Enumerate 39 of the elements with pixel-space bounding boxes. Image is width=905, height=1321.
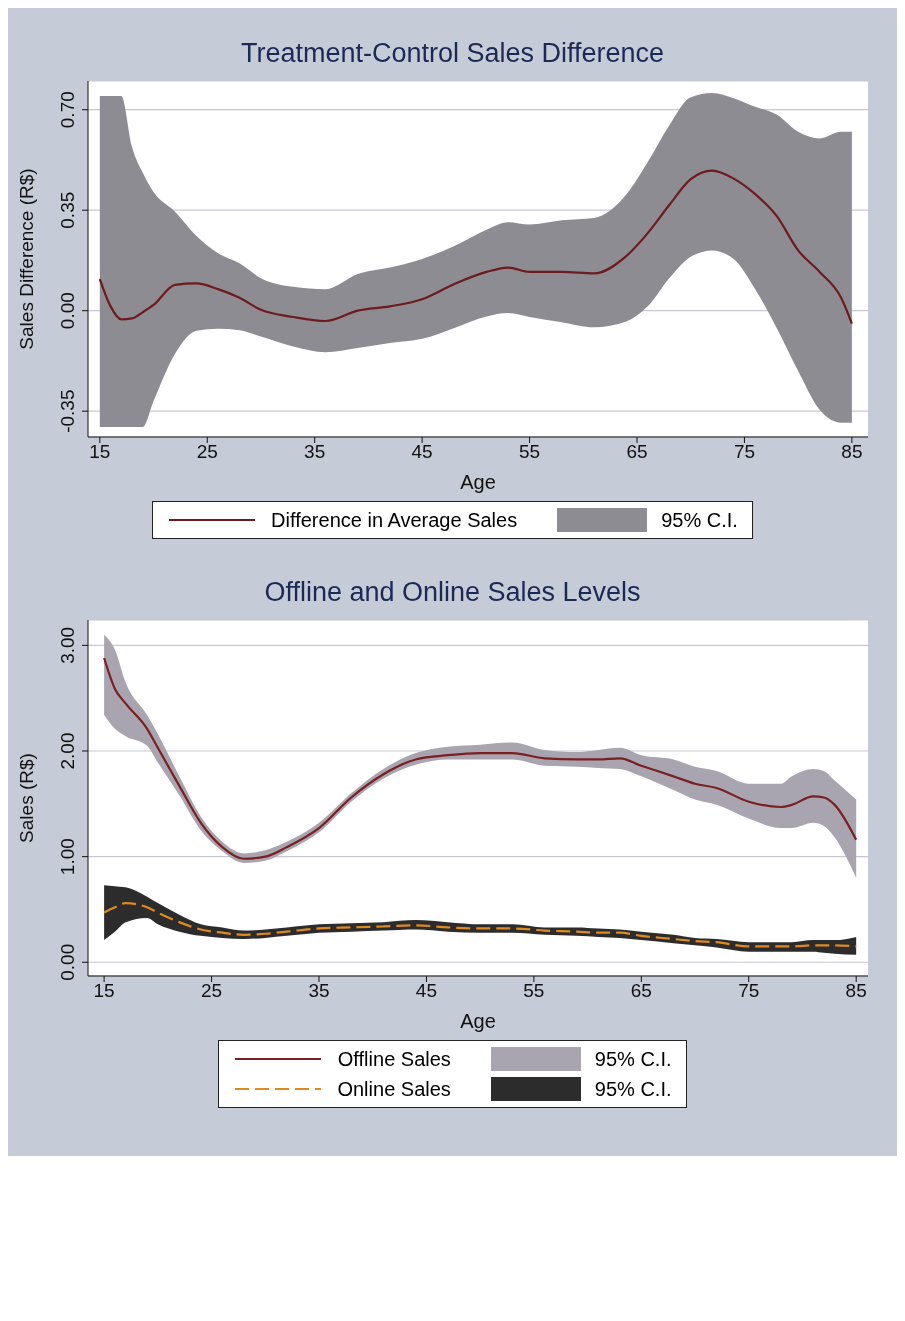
line-series	[98, 169, 853, 325]
y-tick-label: 3.00	[56, 626, 78, 664]
x-tick-label: 35	[307, 980, 330, 1002]
x-tick-label: 55	[522, 980, 544, 1002]
x-tick-label: 25	[196, 441, 218, 463]
legend-label: 95% C.I.	[661, 508, 738, 532]
x-tick-label: 85	[845, 980, 867, 1002]
legend-label: 95% C.I.	[594, 1047, 672, 1071]
x-axis-title: Age	[459, 1010, 496, 1032]
x-tick-label: 45	[411, 441, 433, 463]
x-tick-label: 75	[733, 441, 755, 463]
x-tick-label: 85	[840, 441, 862, 463]
y-tick-label: 1.00	[56, 838, 78, 876]
x-tick-label: 65	[625, 441, 648, 463]
y-axis-title: Sales (R$)	[15, 753, 37, 843]
legend-label: 95% C.I.	[594, 1077, 672, 1101]
x-tick-label: 35	[303, 441, 325, 463]
legend-label: Offline Sales	[337, 1047, 451, 1071]
y-tick-label: -0.35	[56, 389, 78, 433]
x-axis-title: Age	[459, 471, 496, 493]
y-tick-label: 2.00	[56, 732, 78, 770]
x-tick-label: 25	[200, 980, 222, 1002]
x-tick-label: 65	[630, 980, 652, 1002]
y-tick-label: 0.00	[56, 943, 78, 981]
x-tick-label: 15	[88, 441, 110, 463]
legend-label: Difference in Average Sales	[271, 508, 518, 532]
line-series	[102, 902, 857, 948]
chart-title: Offline and Online Sales Levels	[264, 577, 641, 608]
x-tick-label: 55	[518, 441, 540, 463]
x-tick-label: 75	[737, 980, 759, 1002]
y-tick-label: 0.35	[56, 191, 78, 229]
x-tick-label: 45	[415, 980, 437, 1002]
y-tick-label: 0.70	[56, 91, 78, 129]
y-tick-label: 0.00	[56, 292, 78, 330]
legend-label: Online Sales	[337, 1077, 451, 1101]
line-series	[102, 656, 857, 860]
x-tick-label: 15	[93, 980, 115, 1002]
y-axis-title: Sales Difference (R$)	[15, 168, 37, 350]
chart-title: Treatment-Control Sales Difference	[240, 38, 665, 69]
